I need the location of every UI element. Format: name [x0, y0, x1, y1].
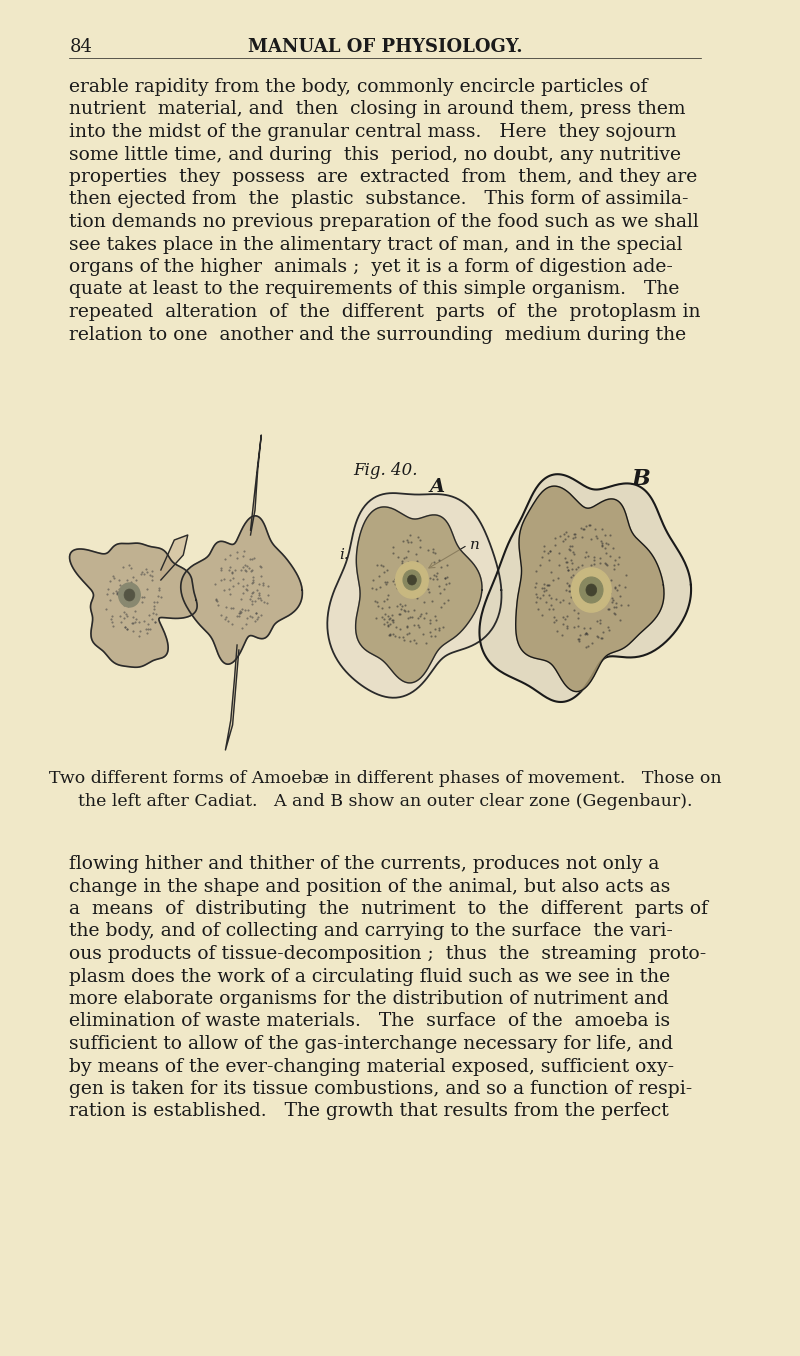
Text: relation to one  another and the surrounding  medium during the: relation to one another and the surround…: [70, 325, 686, 343]
Text: Two different forms of Amoebæ in different phases of movement.   Those on: Two different forms of Amoebæ in differe…: [49, 770, 722, 786]
Text: i.: i.: [339, 548, 349, 561]
Text: some little time, and during  this  period, no doubt, any nutritive: some little time, and during this period…: [70, 145, 682, 164]
Text: gen is taken for its tissue combustions, and so a function of respi-: gen is taken for its tissue combustions,…: [70, 1079, 693, 1098]
Circle shape: [580, 578, 603, 603]
Circle shape: [407, 575, 417, 584]
Text: the body, and of collecting and carrying to the surface  the vari-: the body, and of collecting and carrying…: [70, 922, 674, 941]
Circle shape: [572, 568, 611, 612]
Text: into the midst of the granular central mass.   Here  they sojourn: into the midst of the granular central m…: [70, 123, 677, 141]
Text: n: n: [470, 538, 480, 552]
Polygon shape: [161, 536, 188, 580]
Text: the left after Cadiat.   A and B show an outer clear zone (Gegenbaur).: the left after Cadiat. A and B show an o…: [78, 793, 692, 810]
Text: more elaborate organisms for the distribution of nutriment and: more elaborate organisms for the distrib…: [70, 990, 669, 1008]
Text: ous products of tissue-decomposition ;  thus  the  streaming  proto-: ous products of tissue-decomposition ; t…: [70, 945, 706, 963]
Polygon shape: [70, 544, 197, 667]
Circle shape: [586, 584, 597, 597]
Text: A: A: [430, 479, 445, 496]
Polygon shape: [516, 485, 664, 692]
Text: quate at least to the requirements of this simple organism.   The: quate at least to the requirements of th…: [70, 281, 680, 298]
Polygon shape: [250, 435, 262, 536]
Text: flowing hither and thither of the currents, produces not only a: flowing hither and thither of the curren…: [70, 856, 660, 873]
Polygon shape: [226, 645, 239, 750]
Circle shape: [396, 561, 428, 598]
Circle shape: [403, 570, 421, 590]
Text: repeated  alteration  of  the  different  parts  of  the  protoplasm in: repeated alteration of the different par…: [70, 302, 701, 321]
Text: see takes place in the alimentary tract of man, and in the special: see takes place in the alimentary tract …: [70, 236, 683, 254]
Text: Fig. 40.: Fig. 40.: [353, 462, 418, 479]
Text: ration is established.   The growth that results from the perfect: ration is established. The growth that r…: [70, 1102, 669, 1120]
Text: elimination of waste materials.   The  surface  of the  amoeba is: elimination of waste materials. The surf…: [70, 1013, 670, 1031]
Text: nutrient  material, and  then  closing in around them, press them: nutrient material, and then closing in a…: [70, 100, 686, 118]
Polygon shape: [356, 507, 482, 683]
Text: a  means  of  distributing  the  nutriment  to  the  different  parts of: a means of distributing the nutriment to…: [70, 900, 708, 918]
Text: by means of the ever-changing material exposed, sufficient oxy-: by means of the ever-changing material e…: [70, 1058, 674, 1075]
Text: plasm does the work of a circulating fluid such as we see in the: plasm does the work of a circulating flu…: [70, 967, 670, 986]
Text: tion demands no previous preparation of the food such as we shall: tion demands no previous preparation of …: [70, 213, 699, 231]
Text: change in the shape and position of the animal, but also acts as: change in the shape and position of the …: [70, 877, 670, 895]
Text: properties  they  possess  are  extracted  from  them, and they are: properties they possess are extracted fr…: [70, 168, 698, 186]
Text: then ejected from  the  plastic  substance.   This form of assimila-: then ejected from the plastic substance.…: [70, 190, 689, 209]
Polygon shape: [479, 475, 691, 702]
Polygon shape: [181, 515, 302, 664]
Text: erable rapidity from the body, commonly encircle particles of: erable rapidity from the body, commonly …: [70, 79, 648, 96]
Polygon shape: [327, 494, 502, 698]
Text: B: B: [632, 468, 650, 490]
Text: sufficient to allow of the gas-interchange necessary for life, and: sufficient to allow of the gas-interchan…: [70, 1035, 674, 1054]
Text: 84: 84: [70, 38, 92, 56]
Text: MANUAL OF PHYSIOLOGY.: MANUAL OF PHYSIOLOGY.: [248, 38, 522, 56]
Text: organs of the higher  animals ;  yet it is a form of digestion ade-: organs of the higher animals ; yet it is…: [70, 258, 674, 277]
Circle shape: [118, 583, 140, 607]
Circle shape: [124, 589, 135, 601]
